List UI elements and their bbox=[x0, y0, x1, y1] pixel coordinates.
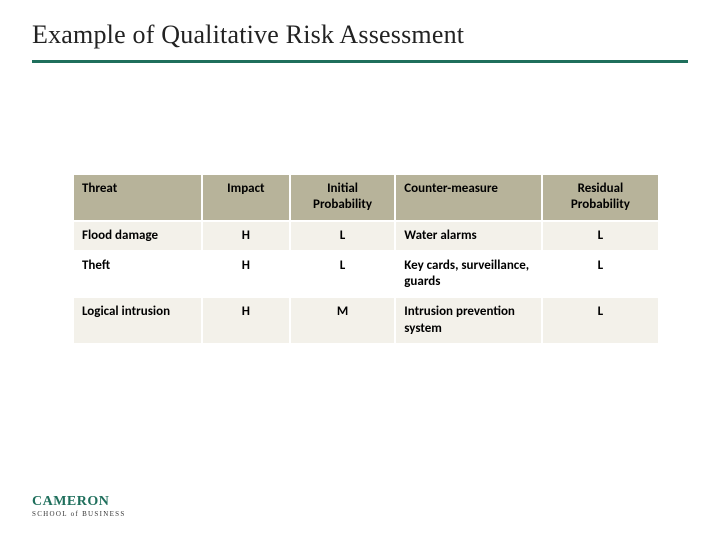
logo-main-text: CAMERON bbox=[32, 495, 126, 509]
table-header-row: Threat Impact Initial Probability Counte… bbox=[73, 174, 659, 221]
col-header-threat: Threat bbox=[73, 174, 202, 221]
cell-impact: H bbox=[202, 297, 290, 344]
cell-counter: Intrusion prevention system bbox=[395, 297, 542, 344]
footer-logo: CAMERON SCHOOL of BUSINESS bbox=[32, 495, 126, 518]
cell-threat: Theft bbox=[73, 251, 202, 298]
cell-impact: H bbox=[202, 221, 290, 251]
page-title: Example of Qualitative Risk Assessment bbox=[32, 20, 688, 50]
col-header-countermeasure: Counter-measure bbox=[395, 174, 542, 221]
risk-table-container: Threat Impact Initial Probability Counte… bbox=[32, 173, 688, 345]
slide: Example of Qualitative Risk Assessment T… bbox=[0, 0, 720, 540]
title-rule bbox=[32, 60, 688, 63]
table-row: Logical intrusion H M Intrusion preventi… bbox=[73, 297, 659, 344]
risk-table: Threat Impact Initial Probability Counte… bbox=[72, 173, 660, 345]
cell-residual: L bbox=[542, 297, 659, 344]
cell-threat: Logical intrusion bbox=[73, 297, 202, 344]
cell-initial: M bbox=[290, 297, 395, 344]
cell-initial: L bbox=[290, 221, 395, 251]
cell-initial: L bbox=[290, 251, 395, 298]
cell-residual: L bbox=[542, 251, 659, 298]
logo-sub-text: SCHOOL of BUSINESS bbox=[32, 511, 126, 518]
table-row: Theft H L Key cards, surveillance, guard… bbox=[73, 251, 659, 298]
cell-counter: Key cards, surveillance, guards bbox=[395, 251, 542, 298]
col-header-residual-probability: Residual Probability bbox=[542, 174, 659, 221]
cell-threat: Flood damage bbox=[73, 221, 202, 251]
cell-counter: Water alarms bbox=[395, 221, 542, 251]
col-header-impact: Impact bbox=[202, 174, 290, 221]
cell-impact: H bbox=[202, 251, 290, 298]
col-header-initial-probability: Initial Probability bbox=[290, 174, 395, 221]
table-row: Flood damage H L Water alarms L bbox=[73, 221, 659, 251]
cell-residual: L bbox=[542, 221, 659, 251]
